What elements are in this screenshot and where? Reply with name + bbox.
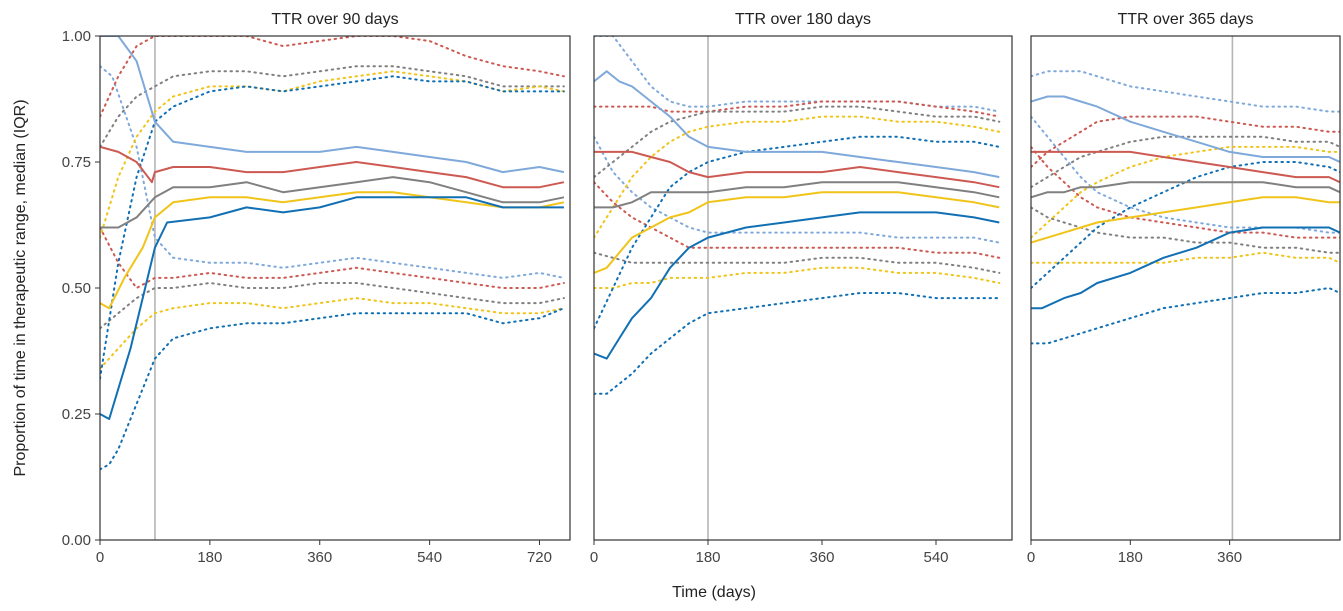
x-tick-label: 540 xyxy=(923,549,948,566)
series-quartile-line xyxy=(100,36,565,118)
series-median-line xyxy=(100,145,565,189)
series-median-line xyxy=(100,191,565,310)
series-quartile-line xyxy=(1031,70,1340,113)
series-quartile-line xyxy=(1031,135,1340,189)
series-median-line xyxy=(594,70,1000,179)
plot-area xyxy=(100,36,565,540)
series-quartile-line xyxy=(100,75,565,380)
x-tick-label: 0 xyxy=(1027,549,1035,566)
series-quartile-line xyxy=(1031,206,1340,254)
series-quartile-line xyxy=(1031,251,1340,264)
panel-title: TTR over 365 days xyxy=(1117,11,1253,28)
plot-area xyxy=(1031,36,1340,540)
series-median-line xyxy=(100,36,565,174)
y-axis-title: Proportion of time in therapeutic range,… xyxy=(12,99,29,476)
x-tick-label: 180 xyxy=(197,549,222,566)
series-quartile-line xyxy=(594,292,1001,395)
series-quartile-line xyxy=(100,70,565,239)
panel-frame xyxy=(1030,35,1341,541)
series-median-line xyxy=(594,150,1000,189)
y-tick-label: 0.25 xyxy=(62,406,91,423)
series-quartile-line xyxy=(100,65,565,148)
x-tick-label: 0 xyxy=(590,549,598,566)
series-quartile-line xyxy=(100,307,565,471)
series-quartile-line xyxy=(100,226,565,289)
series-quartile-line xyxy=(100,282,565,330)
series-median-line xyxy=(100,176,565,229)
series-median-line xyxy=(1031,226,1340,310)
series-quartile-line xyxy=(1031,287,1340,345)
panel-2: TTR over 180 days 0 180 360 540 xyxy=(590,11,1013,566)
panel-frame xyxy=(593,35,1013,541)
series-quartile-line xyxy=(1031,161,1340,289)
series-quartile-line xyxy=(594,105,1001,179)
plot-area xyxy=(594,36,1001,540)
series-median-line xyxy=(1031,196,1340,244)
x-tick-label: 360 xyxy=(1217,549,1242,566)
panel-title: TTR over 180 days xyxy=(735,11,871,28)
x-tick-label: 360 xyxy=(809,549,834,566)
x-tick-label: 720 xyxy=(527,549,552,566)
series-quartile-line xyxy=(594,181,1001,259)
series-quartile-line xyxy=(100,65,565,279)
series-median-line xyxy=(594,211,1000,360)
x-tick-label: 360 xyxy=(307,549,332,566)
series-quartile-line xyxy=(594,36,1001,113)
series-median-line xyxy=(594,191,1000,274)
series-median-line xyxy=(1031,181,1340,199)
series-median-line xyxy=(1031,150,1340,184)
series-quartile-line xyxy=(594,135,1001,330)
panel-title: TTR over 90 days xyxy=(271,11,398,28)
series-median-line xyxy=(1031,95,1340,163)
series-median-line xyxy=(100,196,564,420)
series-quartile-line xyxy=(594,135,1001,244)
y-tick-label: 1.00 xyxy=(62,28,91,45)
series-quartile-line xyxy=(594,266,1001,289)
series-quartile-line xyxy=(594,251,1001,274)
panel-1: TTR over 90 days 0 180 360 540 720 0.00 0.25 0.5… xyxy=(62,11,571,566)
series-quartile-line xyxy=(1031,115,1340,168)
x-tick-label: 540 xyxy=(417,549,442,566)
x-tick-label: 180 xyxy=(1118,549,1143,566)
x-tick-label: 0 xyxy=(96,549,104,566)
y-tick-label: 0.50 xyxy=(62,280,91,297)
x-tick-label: 180 xyxy=(695,549,720,566)
series-quartile-line xyxy=(100,297,565,370)
series-quartile-line xyxy=(1031,115,1340,234)
y-tick-label: 0.75 xyxy=(62,154,91,171)
series-quartile-line xyxy=(1031,145,1340,239)
series-median-line xyxy=(594,181,1000,209)
series-quartile-line xyxy=(594,100,1001,118)
panel-3: TTR over 365 days 0 180 360 xyxy=(1027,11,1341,566)
x-axis-title: Time (days) xyxy=(672,584,756,601)
y-tick-label: 0.00 xyxy=(62,532,91,549)
